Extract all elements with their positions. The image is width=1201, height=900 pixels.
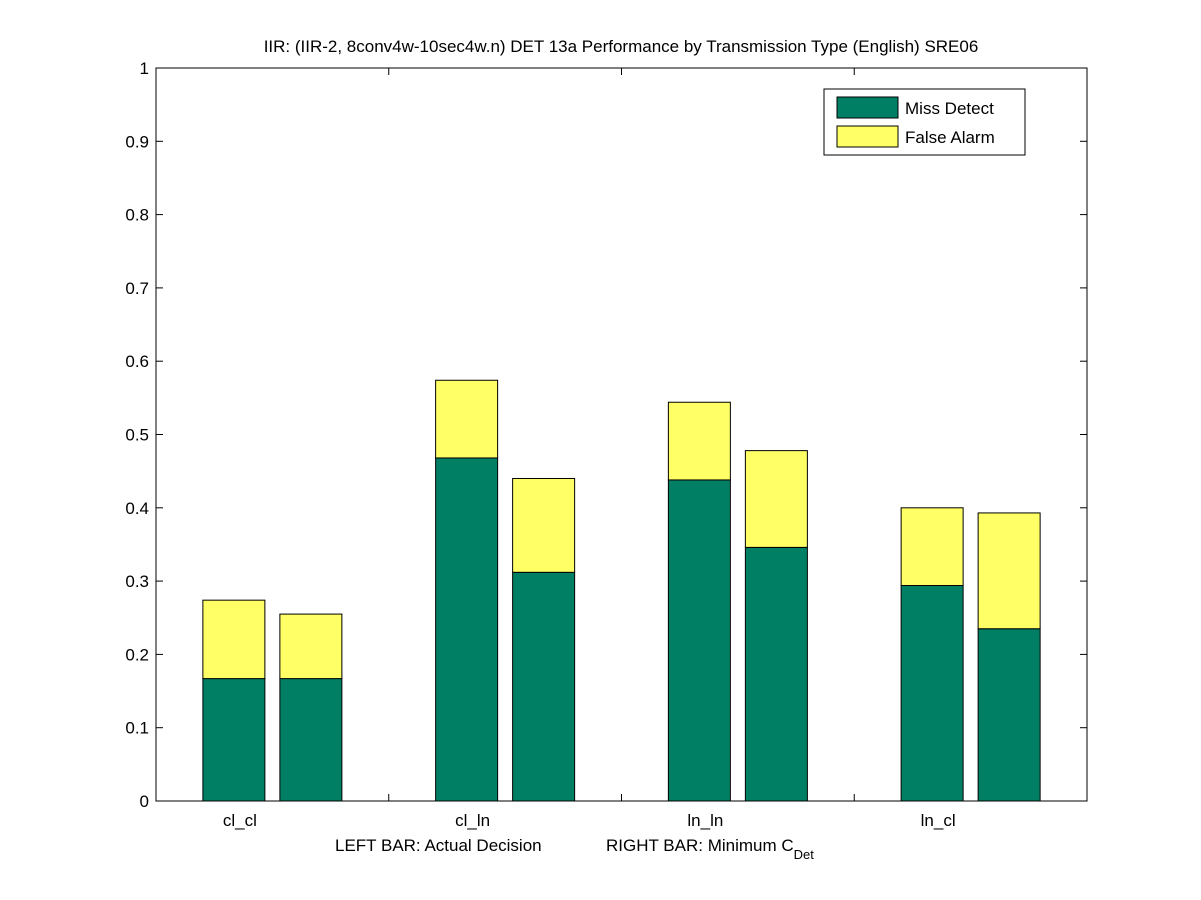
bar-ln-ln-minimum-miss-detect	[744, 546, 808, 802]
y-tick-label: 0.1	[125, 719, 149, 738]
y-tick-label: 0.3	[125, 572, 149, 591]
y-tick-label: 0.9	[125, 132, 149, 151]
x-label-right: RIGHT BAR: Minimum CDet	[606, 836, 814, 862]
y-tick-label: 0.4	[125, 499, 149, 518]
bar-cl-ln-minimum-false-alarm	[512, 477, 576, 573]
y-tick-label: 0.7	[125, 279, 149, 298]
y-tick-label: 0.8	[125, 206, 149, 225]
bar-cl-ln-actual-miss-detect	[435, 457, 499, 802]
legend-label-false-alarm: False Alarm	[905, 128, 995, 147]
x-tick-label: cl_cl	[223, 811, 257, 830]
legend-swatch-miss-detect	[836, 96, 899, 119]
legend: Miss Detect False Alarm	[823, 88, 1026, 156]
bar-cl-ln-minimum-miss-detect	[512, 571, 576, 802]
x-tick-label: ln_ln	[687, 811, 723, 830]
bar-cl-ln-actual-false-alarm	[435, 379, 499, 459]
legend-swatch-false-alarm	[836, 125, 899, 148]
x-label-right-main: RIGHT BAR: Minimum C	[606, 836, 794, 855]
bar-ln-cl-minimum-miss-detect	[977, 628, 1041, 802]
x-tick-label: cl_ln	[455, 811, 490, 830]
bar-ln-ln-minimum-false-alarm	[744, 450, 808, 548]
bar-ln-cl-actual-miss-detect	[900, 584, 964, 802]
x-label-left: LEFT BAR: Actual Decision	[335, 836, 542, 855]
bars-group	[202, 379, 1041, 802]
chart-title: IIR: (IIR-2, 8conv4w-10sec4w.n) DET 13a …	[264, 37, 979, 56]
x-label-right-sub: Det	[794, 847, 815, 862]
bar-cl-cl-actual-miss-detect	[202, 678, 266, 802]
y-tick-label: 1	[140, 59, 149, 78]
bar-ln-ln-actual-miss-detect	[667, 479, 731, 802]
x-tick-label: ln_cl	[921, 811, 956, 830]
y-tick-label: 0.5	[125, 426, 149, 445]
legend-label-miss-detect: Miss Detect	[905, 99, 994, 118]
bar-cl-cl-minimum-miss-detect	[279, 678, 343, 802]
bar-ln-ln-actual-false-alarm	[667, 401, 731, 481]
y-tick-label: 0.6	[125, 352, 149, 371]
bar-cl-cl-actual-false-alarm	[202, 599, 266, 680]
y-tick-label: 0	[140, 792, 149, 811]
bar-ln-cl-actual-false-alarm	[900, 507, 964, 586]
bar-cl-cl-minimum-false-alarm	[279, 613, 343, 680]
x-axis-ticks: cl_cl cl_ln ln_ln ln_cl	[223, 68, 956, 830]
y-axis-ticks: 0 0.1 0.2 0.3 0.4 0.5 0.6 0.7 0.8 0.9 1	[125, 59, 1087, 811]
bar-ln-cl-minimum-false-alarm	[977, 512, 1041, 630]
y-tick-label: 0.2	[125, 645, 149, 664]
